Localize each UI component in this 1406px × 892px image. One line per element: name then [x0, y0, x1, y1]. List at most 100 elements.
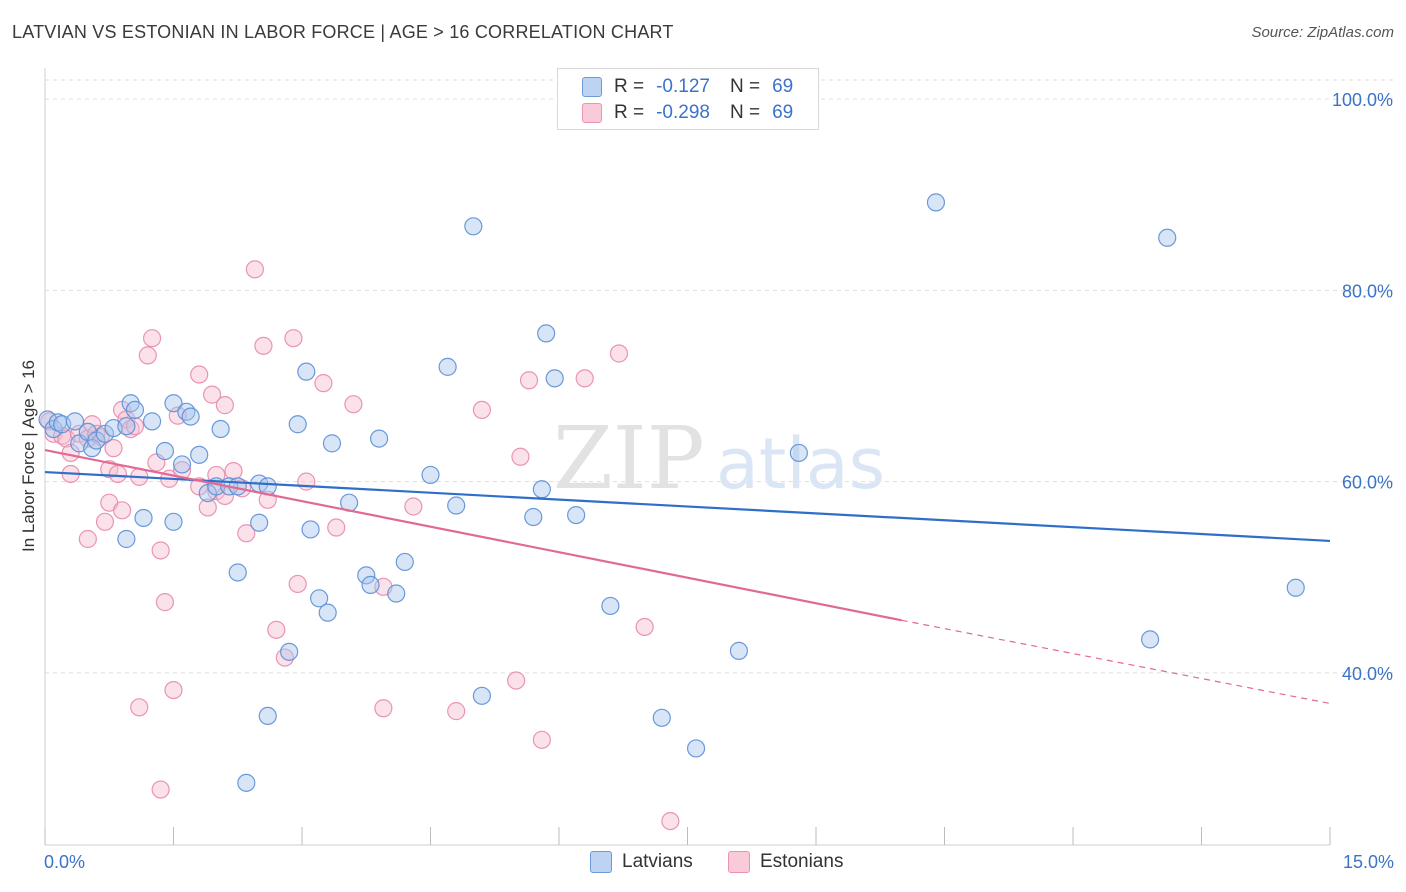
latvians-point-46 [387, 584, 406, 603]
latvians-swatch [582, 77, 602, 97]
latvians-point-57 [567, 505, 586, 525]
latvians-point-14 [142, 412, 162, 431]
latvians-point-13 [125, 400, 145, 420]
estonians-point-45 [404, 497, 423, 516]
estonians-point-47 [472, 400, 491, 420]
estonians-point-24 [190, 365, 209, 384]
estonians-point-61 [155, 593, 175, 612]
latvians-point-47 [395, 552, 414, 572]
estonians-point-62 [164, 680, 183, 700]
estonians-point-26 [202, 385, 222, 404]
estonians-point-38 [288, 574, 307, 594]
latvians-point-41 [322, 434, 342, 453]
estonians-point-50 [519, 371, 539, 390]
estonians-point-29 [224, 462, 243, 481]
latvians-point-40 [318, 603, 337, 622]
latvians-trend-line [44, 470, 1331, 543]
estonians-trend-line [44, 448, 902, 622]
estonians-point-28 [215, 396, 234, 415]
axes [44, 68, 1331, 846]
estonians-point-53 [609, 344, 629, 363]
latvians-point-17 [172, 455, 192, 474]
estonians-point-52 [575, 369, 594, 388]
estonians-point-59 [112, 501, 132, 520]
latvians-point-52 [472, 686, 491, 705]
watermark-atlas: atlas [716, 423, 885, 505]
estonians-point-18 [138, 346, 157, 365]
legend-n-value: 69 [772, 76, 794, 97]
estonians-point-64 [151, 780, 170, 799]
latvians-point-23 [211, 419, 230, 439]
latvians-point-48 [421, 465, 440, 485]
estonians-point-37 [284, 329, 303, 348]
estonians-point-51 [532, 730, 551, 749]
estonians-point-32 [245, 260, 264, 279]
estonians-point-33 [254, 336, 273, 355]
trend-lines [44, 448, 1331, 705]
latvians-point-39 [310, 589, 329, 608]
estonians-point-25 [198, 498, 217, 517]
y-tick-label-100: 100.0% [1332, 90, 1393, 110]
latvians-point-29 [164, 512, 183, 531]
latvians-point-53 [524, 507, 543, 527]
legend-r-label: R = [614, 76, 645, 97]
latvians-point-34 [237, 773, 256, 792]
latvians-point-32 [228, 563, 247, 582]
y-tick-label-80: 80.0% [1342, 281, 1393, 301]
estonians-point-49 [511, 447, 530, 466]
estonians-point-54 [635, 617, 654, 637]
estonians-point-11 [104, 439, 123, 458]
chart-title: LATVIAN VS ESTONIAN IN LABOR FORCE | AGE… [12, 22, 674, 42]
latvians-point-54 [532, 480, 551, 499]
estonians-point-10 [100, 460, 119, 479]
series-legend: Latvians Estonians [0, 851, 1406, 877]
latvians-point-59 [652, 708, 671, 727]
legend-n-value: 69 [772, 102, 794, 123]
latvians-point-65 [1140, 630, 1160, 649]
legend-r-value: -0.298 [656, 102, 710, 123]
legend-latvians-label: Latvians [622, 851, 693, 872]
latvians-point-30 [117, 529, 136, 549]
legend-item-latvians[interactable]: Latvians [590, 851, 693, 873]
latvians-point-19 [181, 407, 200, 426]
estonians-trend-extension [901, 619, 1331, 705]
x-tick-label-min: 0.0% [44, 852, 86, 872]
latvians-point-66 [1286, 578, 1305, 597]
estonians-point-46 [447, 702, 466, 721]
latvians-point-64 [1158, 228, 1177, 247]
legend-n-label: N = [729, 76, 761, 97]
latvians-point-43 [357, 566, 376, 585]
legend-row-latvians: R = -0.127 N = 69 [582, 75, 793, 99]
estonians-point-41 [327, 518, 346, 537]
latvians-point-4 [65, 412, 85, 431]
watermark: ZIP atlas [553, 409, 885, 509]
estonians-point-42 [344, 395, 363, 414]
legend-item-estonians[interactable]: Estonians [728, 851, 843, 873]
y-tick-label-40: 40.0% [1342, 664, 1393, 684]
estonians-point-60 [151, 541, 170, 560]
latvians-point-0 [38, 410, 57, 429]
estonians-swatch [582, 103, 602, 123]
legend-estonians-label: Estonians [760, 851, 844, 872]
latvians-point-37 [297, 362, 316, 381]
latvians-point-44 [361, 575, 380, 595]
estonians-points [40, 260, 680, 831]
latvians-point-33 [258, 706, 277, 726]
y-tick-label-60: 60.0% [1342, 473, 1393, 493]
estonians-point-40 [314, 374, 333, 393]
estonians-point-44 [374, 699, 393, 718]
estonians-point-35 [267, 620, 286, 639]
latvians-point-50 [447, 496, 466, 515]
latvians-points [38, 193, 1305, 792]
latvians-point-16 [164, 394, 183, 413]
legend-row-estonians: R = -0.298 N = 69 [582, 101, 793, 125]
estonians-point-39 [297, 472, 316, 491]
estonians-point-19 [142, 329, 162, 348]
latvians-point-31 [250, 513, 269, 532]
x-tick-label-max: 15.0% [1342, 852, 1394, 872]
latvians-point-20 [190, 445, 209, 464]
estonians-swatch [728, 851, 750, 873]
y-axis-label: In Labor Force | Age > 16 [19, 360, 38, 552]
y-tick-labels: 40.0% 60.0% 80.0% 100.0% [1332, 90, 1393, 684]
